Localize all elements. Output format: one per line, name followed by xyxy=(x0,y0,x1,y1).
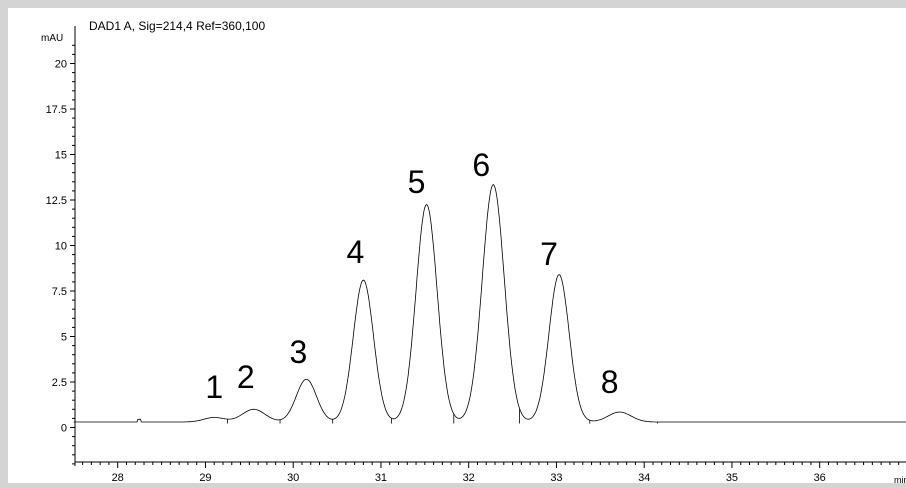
peak-label: 6 xyxy=(472,147,490,183)
x-tick-label: 33 xyxy=(550,472,562,483)
y-tick-label: 15 xyxy=(55,150,67,162)
x-tick-label: 29 xyxy=(199,472,211,483)
peak-label: 4 xyxy=(347,234,365,270)
x-tick-label: 35 xyxy=(726,472,738,483)
y-tick-label: 5 xyxy=(61,332,67,344)
peak-label: 1 xyxy=(205,369,223,405)
x-tick-group: 28 29 30 31 32 33 34 35 36 xyxy=(82,462,900,484)
peak-label: 3 xyxy=(289,334,307,370)
y-tick-label: 0 xyxy=(61,423,67,435)
y-axis-label: mAU xyxy=(41,33,63,44)
y-tick-label: 2.5 xyxy=(52,377,67,389)
peak-label: 8 xyxy=(601,364,619,400)
x-tick-label: 36 xyxy=(814,472,826,483)
y-tick-label: 10 xyxy=(55,241,67,253)
chromatogram-trace xyxy=(73,183,906,423)
y-tick-label: 20 xyxy=(55,59,67,71)
peak-label: 7 xyxy=(540,236,558,272)
plot-background xyxy=(8,8,906,483)
peak-label: 2 xyxy=(237,359,255,395)
peak-label: 5 xyxy=(408,164,426,200)
x-tick-label: 30 xyxy=(287,472,299,483)
x-tick-label: 32 xyxy=(463,472,475,483)
y-tick-label: 17.5 xyxy=(46,104,67,116)
peak-label-group: 1 23 4 5 6 7 8 xyxy=(205,147,618,405)
x-tick-label: 28 xyxy=(112,472,124,483)
x-tick-label: 31 xyxy=(375,472,387,483)
chart-title: DAD1 A, Sig=214,4 Ref=360,100 xyxy=(89,19,265,33)
y-tick-group: 0 2.5 5 7.5 10 12.5 15 17.5 20 xyxy=(46,44,75,465)
x-tick-label: 34 xyxy=(638,472,650,483)
x-axis-label: min xyxy=(894,475,906,483)
y-tick-label: 7.5 xyxy=(52,286,67,298)
y-tick-label: 12.5 xyxy=(46,195,67,207)
